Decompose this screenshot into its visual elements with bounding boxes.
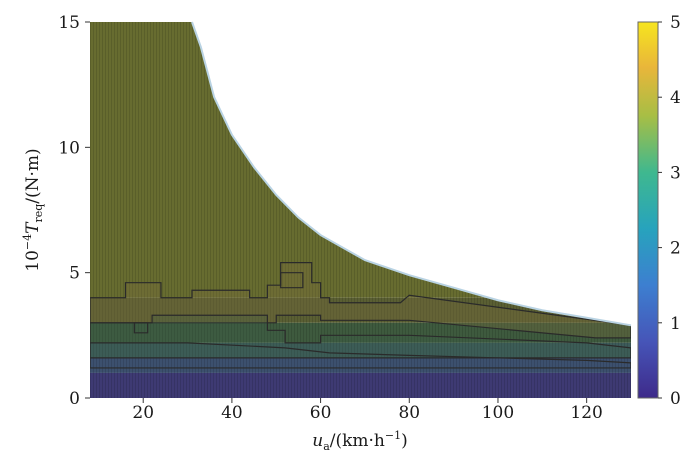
colorbar-scale	[637, 21, 659, 399]
contour-island	[280, 272, 304, 289]
y-tick-label: 0	[69, 389, 80, 409]
x-tick-label: 20	[132, 403, 154, 423]
feasible-boundary	[191, 21, 632, 327]
y-axis-title: 10−4Treq/(N·m)	[21, 148, 45, 271]
contour-level-3	[90, 262, 631, 339]
colorbar-tick-label: 3	[670, 163, 681, 183]
x-tick-label: 80	[398, 403, 420, 423]
plot-area	[90, 21, 632, 398]
y-tick-label: 10	[58, 138, 80, 158]
y-axis: 0 5 10 15	[58, 13, 90, 409]
x-tick-label: 120	[570, 403, 602, 423]
x-tick-label: 100	[482, 403, 514, 423]
contour-level-2	[90, 314, 631, 359]
y-tick-label: 15	[58, 13, 80, 33]
y-tick-label: 5	[69, 264, 80, 284]
x-axis-title: ua/(km·h−1)	[312, 429, 408, 453]
contour-level-1	[90, 342, 631, 369]
contour-small-loop	[133, 322, 149, 334]
x-axis: 20 40 60 80 100 120	[132, 398, 603, 423]
colorbar-tick-label: 4	[670, 88, 681, 108]
colorbar: 0 1 2 3 4 5	[637, 13, 681, 409]
x-tick-label: 60	[310, 403, 332, 423]
colorbar-tick-label: 0	[670, 389, 681, 409]
x-tick-label: 40	[221, 403, 243, 423]
colorbar-tick-label: 5	[670, 13, 681, 33]
colorbar-tick-label: 2	[670, 239, 681, 259]
colorbar-tick-label: 1	[670, 314, 681, 334]
